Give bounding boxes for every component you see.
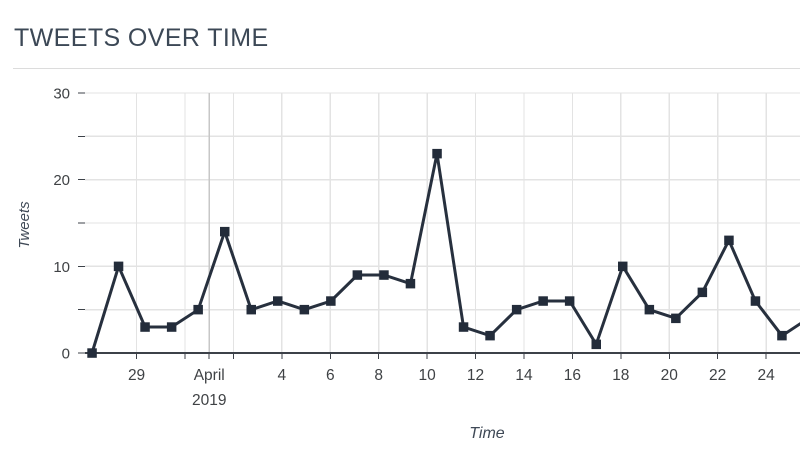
data-point-marker — [273, 296, 283, 306]
data-point-marker — [166, 322, 177, 332]
data-point-marker — [405, 278, 416, 289]
x-tick-label: 18 — [612, 367, 629, 384]
y-tick-label: 30 — [53, 86, 70, 103]
x-tick-label: 24 — [757, 367, 775, 384]
x-tick-label: 20 — [661, 367, 679, 384]
y-tick-label: 20 — [53, 172, 70, 189]
data-point-marker — [750, 296, 761, 306]
x-tick-label: 4 — [278, 367, 287, 384]
x-tick-label: 8 — [374, 367, 383, 384]
title-divider — [13, 68, 800, 69]
x-tick-label: 22 — [709, 367, 726, 384]
data-point-marker — [379, 270, 389, 280]
data-point-marker — [697, 287, 708, 298]
y-tick-label: 10 — [53, 259, 70, 276]
data-point-marker — [246, 304, 256, 315]
x-tick-label-year: 2019 — [192, 392, 226, 409]
data-point-marker — [193, 304, 203, 315]
x-tick-label: 16 — [564, 367, 581, 384]
data-point-marker — [87, 348, 97, 358]
data-point-marker — [299, 304, 310, 315]
data-point-marker — [538, 296, 548, 306]
data-point-marker — [618, 261, 628, 272]
data-point-marker — [644, 304, 655, 315]
data-point-marker — [352, 270, 363, 280]
data-point-marker — [564, 296, 575, 306]
x-tick-label: April — [194, 367, 225, 384]
data-point-marker — [220, 226, 230, 237]
x-tick-label: 6 — [326, 367, 335, 384]
data-point-marker — [485, 330, 495, 341]
data-point-marker — [326, 296, 336, 306]
x-tick-label: 10 — [418, 367, 436, 384]
data-point-marker — [432, 148, 442, 159]
x-tick-label: 12 — [467, 367, 484, 384]
data-point-marker — [724, 235, 734, 246]
x-axis-title: Time — [469, 425, 505, 442]
data-point-marker — [671, 313, 681, 324]
y-axis-title: Tweets — [16, 201, 33, 249]
series-line — [90, 153, 800, 354]
chart-title: TWEETS OVER TIME — [14, 24, 269, 52]
data-point-marker — [511, 304, 522, 315]
data-point-marker — [591, 339, 601, 350]
x-tick-label: 29 — [128, 367, 145, 384]
data-point-marker — [777, 330, 787, 341]
data-point-marker — [113, 261, 124, 272]
data-point-marker — [458, 322, 469, 332]
data-point-marker — [140, 322, 150, 332]
y-tick-label: 0 — [62, 346, 70, 363]
x-tick-label: 14 — [515, 367, 533, 384]
